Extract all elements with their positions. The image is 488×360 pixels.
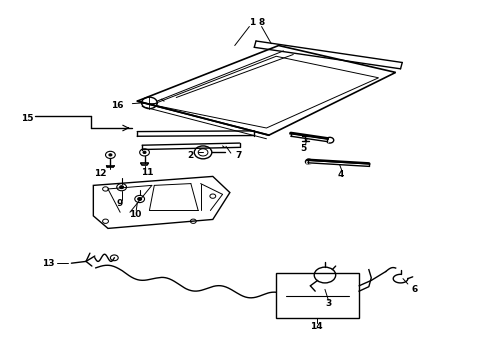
Text: 13: 13: [42, 259, 55, 268]
Text: 1: 1: [248, 18, 254, 27]
Text: 4: 4: [337, 170, 344, 179]
Text: 15: 15: [21, 114, 34, 123]
Text: 14: 14: [310, 322, 322, 331]
Circle shape: [138, 198, 142, 201]
Text: 8: 8: [258, 18, 264, 27]
Text: 3: 3: [325, 299, 331, 308]
Text: 12: 12: [94, 169, 107, 178]
Text: 11: 11: [141, 168, 153, 177]
Circle shape: [109, 154, 112, 156]
Bar: [276, 273, 358, 318]
Text: 2: 2: [186, 151, 193, 160]
Circle shape: [120, 186, 123, 189]
Text: 9: 9: [117, 199, 123, 208]
Text: 10: 10: [128, 210, 141, 219]
Circle shape: [143, 151, 146, 153]
Text: 5: 5: [299, 144, 305, 153]
Text: 16: 16: [111, 101, 124, 110]
Text: 6: 6: [410, 285, 416, 294]
Text: 7: 7: [235, 151, 242, 160]
